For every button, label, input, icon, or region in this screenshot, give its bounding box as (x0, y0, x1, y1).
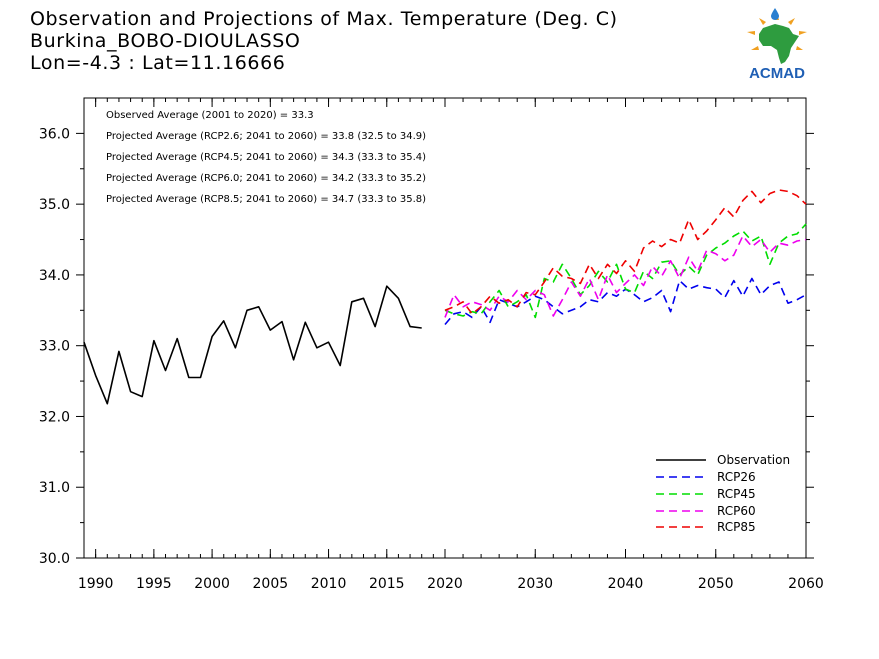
x-tick-label: 2010 (311, 576, 347, 592)
series-line-rcp26 (444, 277, 807, 326)
stat-rcp85: Projected Average (RCP8.5; 2041 to 2060)… (106, 194, 426, 205)
stat-rcp45: Projected Average (RCP4.5; 2041 to 2060)… (106, 152, 426, 163)
chart-header: Observation and Projections of Max. Temp… (30, 8, 618, 74)
y-tick-label: 31.0 (39, 480, 70, 496)
x-tick-label: 2040 (608, 576, 644, 592)
chart-axes: 30.0 31.0 32.0 33.0 34.0 35.0 36.0 1990 1995 2000… (39, 98, 824, 592)
stat-rcp26: Projected Average (RCP2.6; 2041 to 2060)… (106, 131, 426, 142)
y-tick-label: 36.0 (39, 126, 70, 142)
legend-label-rcp26: RCP26 (717, 470, 756, 484)
y-tick-label: 33.0 (39, 339, 70, 355)
legend-label-rcp85: RCP85 (717, 520, 756, 534)
y-tick-label: 34.0 (39, 268, 70, 284)
chart-coordinates: Lon=-4.3 : Lat=11.16666 (30, 52, 286, 74)
series-line-rcp60 (444, 235, 807, 318)
legend: Observation RCP26 RCP45 RCP60 RCP85 (656, 453, 790, 534)
x-tick-label: 1990 (78, 576, 114, 592)
stat-rcp60: Projected Average (RCP6.0; 2041 to 2060)… (106, 173, 426, 184)
x-tick-label: 2005 (253, 576, 289, 592)
legend-label-observation: Observation (717, 453, 790, 467)
y-tick-label: 32.0 (39, 409, 70, 425)
x-tick-label: 2060 (788, 576, 824, 592)
x-tick-label: 2050 (698, 576, 734, 592)
legend-label-rcp45: RCP45 (717, 487, 756, 501)
x-tick-label: 2030 (517, 576, 553, 592)
y-tick-label: 35.0 (39, 197, 70, 213)
water-drop-icon (771, 8, 779, 20)
stat-observed: Observed Average (2001 to 2020) = 33.3 (106, 110, 314, 121)
x-tick-label: 2000 (194, 576, 230, 592)
logo-text: ACMAD (749, 65, 805, 82)
africa-map-icon (759, 24, 799, 64)
plot-frame (83, 97, 807, 559)
series-line-rcp85 (444, 189, 807, 315)
x-tick-label: 2015 (369, 576, 405, 592)
legend-label-rcp60: RCP60 (717, 504, 756, 518)
acmad-logo: ACMAD (747, 8, 807, 82)
chart-location: Burkina_BOBO-DIOULASSO (30, 30, 301, 52)
x-tick-label: 2020 (427, 576, 463, 592)
x-tick-label: 1995 (136, 576, 172, 592)
y-tick-label: 30.0 (39, 551, 70, 567)
chart-series (83, 189, 807, 405)
stats-box: Observed Average (2001 to 2020) = 33.3 P… (106, 110, 426, 205)
chart-title: Observation and Projections of Max. Temp… (30, 8, 618, 30)
series-line-observation (83, 285, 422, 405)
